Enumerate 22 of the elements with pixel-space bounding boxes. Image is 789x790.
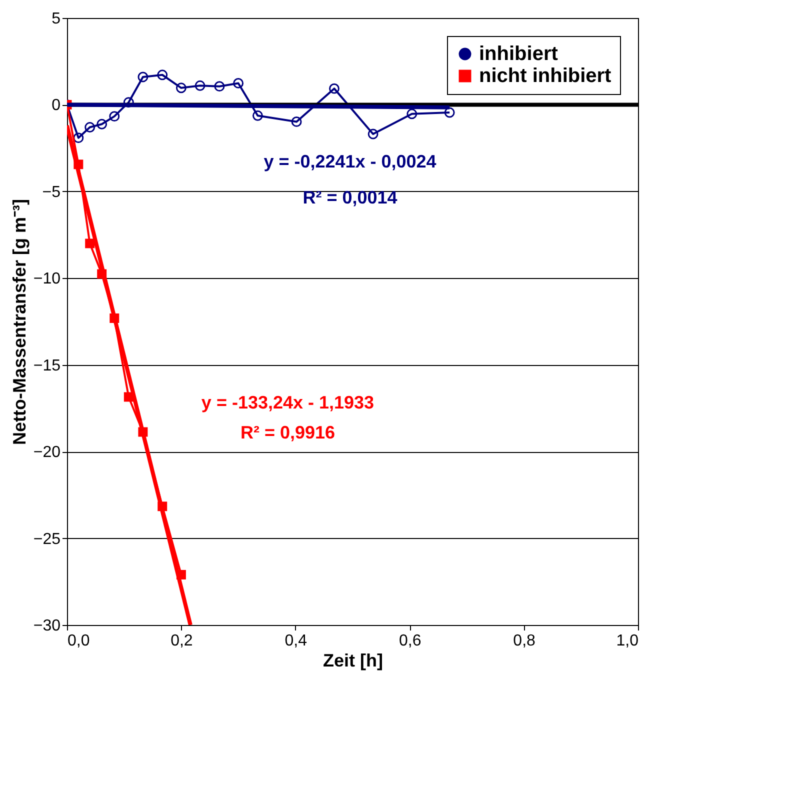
x-tick-label: 0,8: [513, 632, 536, 650]
y-tick-label: −10: [33, 270, 61, 288]
y-tick-label: −20: [33, 444, 61, 462]
y-tick-label: −30: [33, 618, 61, 634]
annotation: R² = 0,9916: [240, 422, 336, 442]
x-tick-label: 0,0: [68, 632, 90, 650]
y-tick-label: −5: [42, 184, 61, 201]
y-tick-label: 5: [52, 10, 61, 28]
legend-label: inhibiert: [479, 43, 558, 65]
x-tick-label: 0,4: [284, 632, 308, 650]
annotation: y = -0,2241x - 0,0024: [264, 151, 436, 172]
annotation: y = -133,24x - 1,1933: [201, 392, 374, 412]
y-tick-label: −25: [33, 530, 61, 548]
x-axis-title: Zeit [h]: [323, 650, 383, 670]
y-axis-title: Netto-Massentransfer [g m⁻³]: [9, 198, 30, 446]
x-tick-label: 1,0: [616, 632, 639, 650]
legend-label: nicht inhibiert: [479, 65, 612, 87]
annotation: R² = 0,0014: [302, 188, 398, 208]
x-tick-label: 0,6: [398, 632, 422, 650]
y-tick-label: −15: [33, 357, 61, 374]
x-tick-label: 0,2: [170, 632, 193, 650]
y-tick-label: 0: [52, 97, 61, 114]
